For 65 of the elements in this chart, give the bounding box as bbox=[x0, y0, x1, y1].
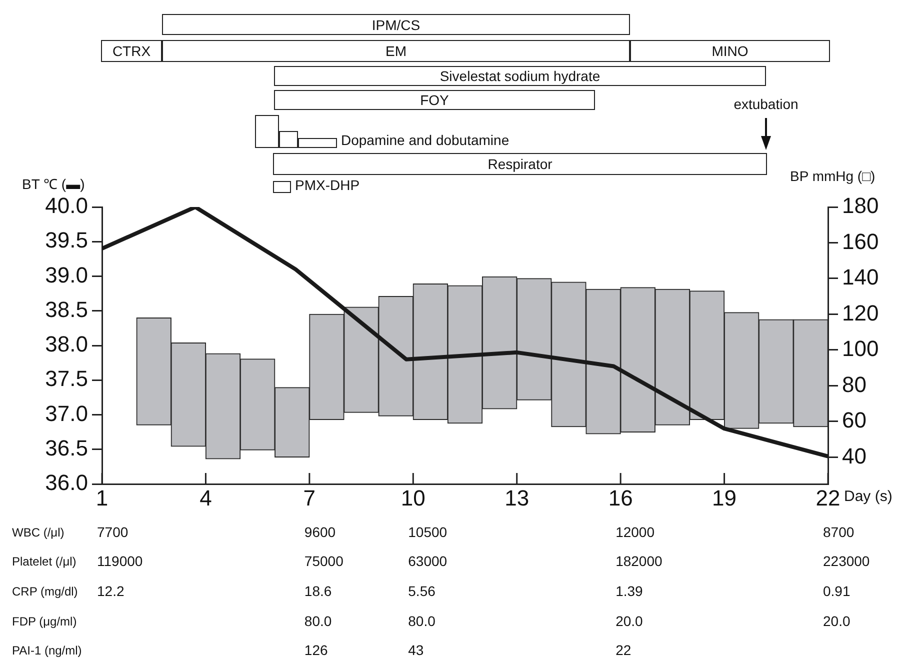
x-tick-label: 1 bbox=[96, 485, 108, 510]
text: 22 bbox=[616, 642, 632, 658]
text: Platelet (/μl) bbox=[12, 554, 76, 568]
text: 182000 bbox=[616, 552, 662, 569]
outlined-box: FOY bbox=[274, 90, 595, 110]
text: 80.0 bbox=[408, 612, 436, 629]
text: 20.0 bbox=[823, 612, 850, 629]
y2-tick-label: 40 bbox=[842, 443, 866, 468]
x-tick-label: 13 bbox=[504, 485, 530, 510]
y2-tick-label: 140 bbox=[842, 264, 879, 290]
text: 12000 bbox=[616, 524, 655, 540]
outlined-box: Respirator bbox=[273, 153, 767, 175]
y-tick-label: 37.5 bbox=[45, 366, 88, 392]
text: 10500 bbox=[408, 524, 448, 540]
x-tick-label: 16 bbox=[608, 485, 633, 510]
x-tick-label: 10 bbox=[400, 485, 426, 510]
outlined-box: MINO bbox=[630, 40, 830, 62]
text: 43 bbox=[408, 642, 424, 658]
text: WBC (/μl) bbox=[12, 525, 64, 540]
text: 1.39 bbox=[616, 582, 644, 599]
text: 126 bbox=[304, 642, 328, 658]
text: PAI-1 (ng/ml) bbox=[12, 643, 82, 658]
outlined-box: EM bbox=[162, 40, 630, 62]
y-tick-label: 37.0 bbox=[45, 400, 88, 426]
y2-tick-label: 120 bbox=[842, 300, 879, 326]
outlined-box: CTRX bbox=[101, 40, 162, 62]
y-tick-label: 38.0 bbox=[45, 332, 88, 357]
text: Dopamine and dobutamine bbox=[341, 132, 510, 148]
x-tick-label: 4 bbox=[200, 485, 212, 510]
text: extubation bbox=[732, 96, 800, 112]
text: 0.91 bbox=[823, 582, 850, 599]
text: 18.6 bbox=[304, 582, 332, 599]
text: 80.0 bbox=[304, 612, 332, 629]
y-tick-label: 36.5 bbox=[45, 435, 88, 460]
text: 119000 bbox=[97, 552, 143, 569]
x-tick-label: 22 bbox=[816, 485, 840, 510]
y-tick-label: 39.0 bbox=[45, 262, 88, 288]
x-tick-label: 7 bbox=[303, 485, 316, 510]
y-axis-title: BT ℃ (▬) bbox=[22, 175, 85, 193]
y2-axis-title: BP mmHg (□) bbox=[790, 168, 876, 184]
y-tick-label: 40.0 bbox=[45, 193, 88, 218]
text: FDP (μg/ml) bbox=[12, 614, 77, 628]
y2-tick-label: 100 bbox=[842, 336, 879, 362]
text: 8700 bbox=[823, 524, 854, 540]
y-tick-label: 38.5 bbox=[45, 296, 88, 322]
y-tick-label: 39.5 bbox=[45, 228, 88, 253]
text: 9600 bbox=[304, 524, 336, 540]
text: 223000 bbox=[823, 552, 870, 569]
x-tick-label: 19 bbox=[712, 485, 737, 510]
y2-tick-label: 180 bbox=[842, 193, 879, 218]
outlined-box: Sivelestat sodium hydrate bbox=[274, 66, 766, 86]
text: CRP (mg/dl) bbox=[12, 584, 78, 598]
text: PMX-DHP bbox=[295, 177, 360, 193]
y2-tick-label: 160 bbox=[842, 228, 879, 254]
text: 20.0 bbox=[616, 612, 644, 629]
text: 63000 bbox=[408, 552, 448, 569]
text: 5.56 bbox=[408, 582, 436, 599]
x-axis-title: Day (s) bbox=[844, 488, 892, 505]
y2-tick-label: 60 bbox=[842, 408, 866, 433]
text: 7700 bbox=[97, 524, 128, 540]
text: 75000 bbox=[304, 552, 344, 569]
y2-tick-label: 80 bbox=[842, 372, 866, 397]
outlined-box: IPM/CS bbox=[162, 14, 630, 35]
y-tick-label: 36.0 bbox=[45, 470, 88, 496]
text: 12.2 bbox=[97, 582, 124, 599]
